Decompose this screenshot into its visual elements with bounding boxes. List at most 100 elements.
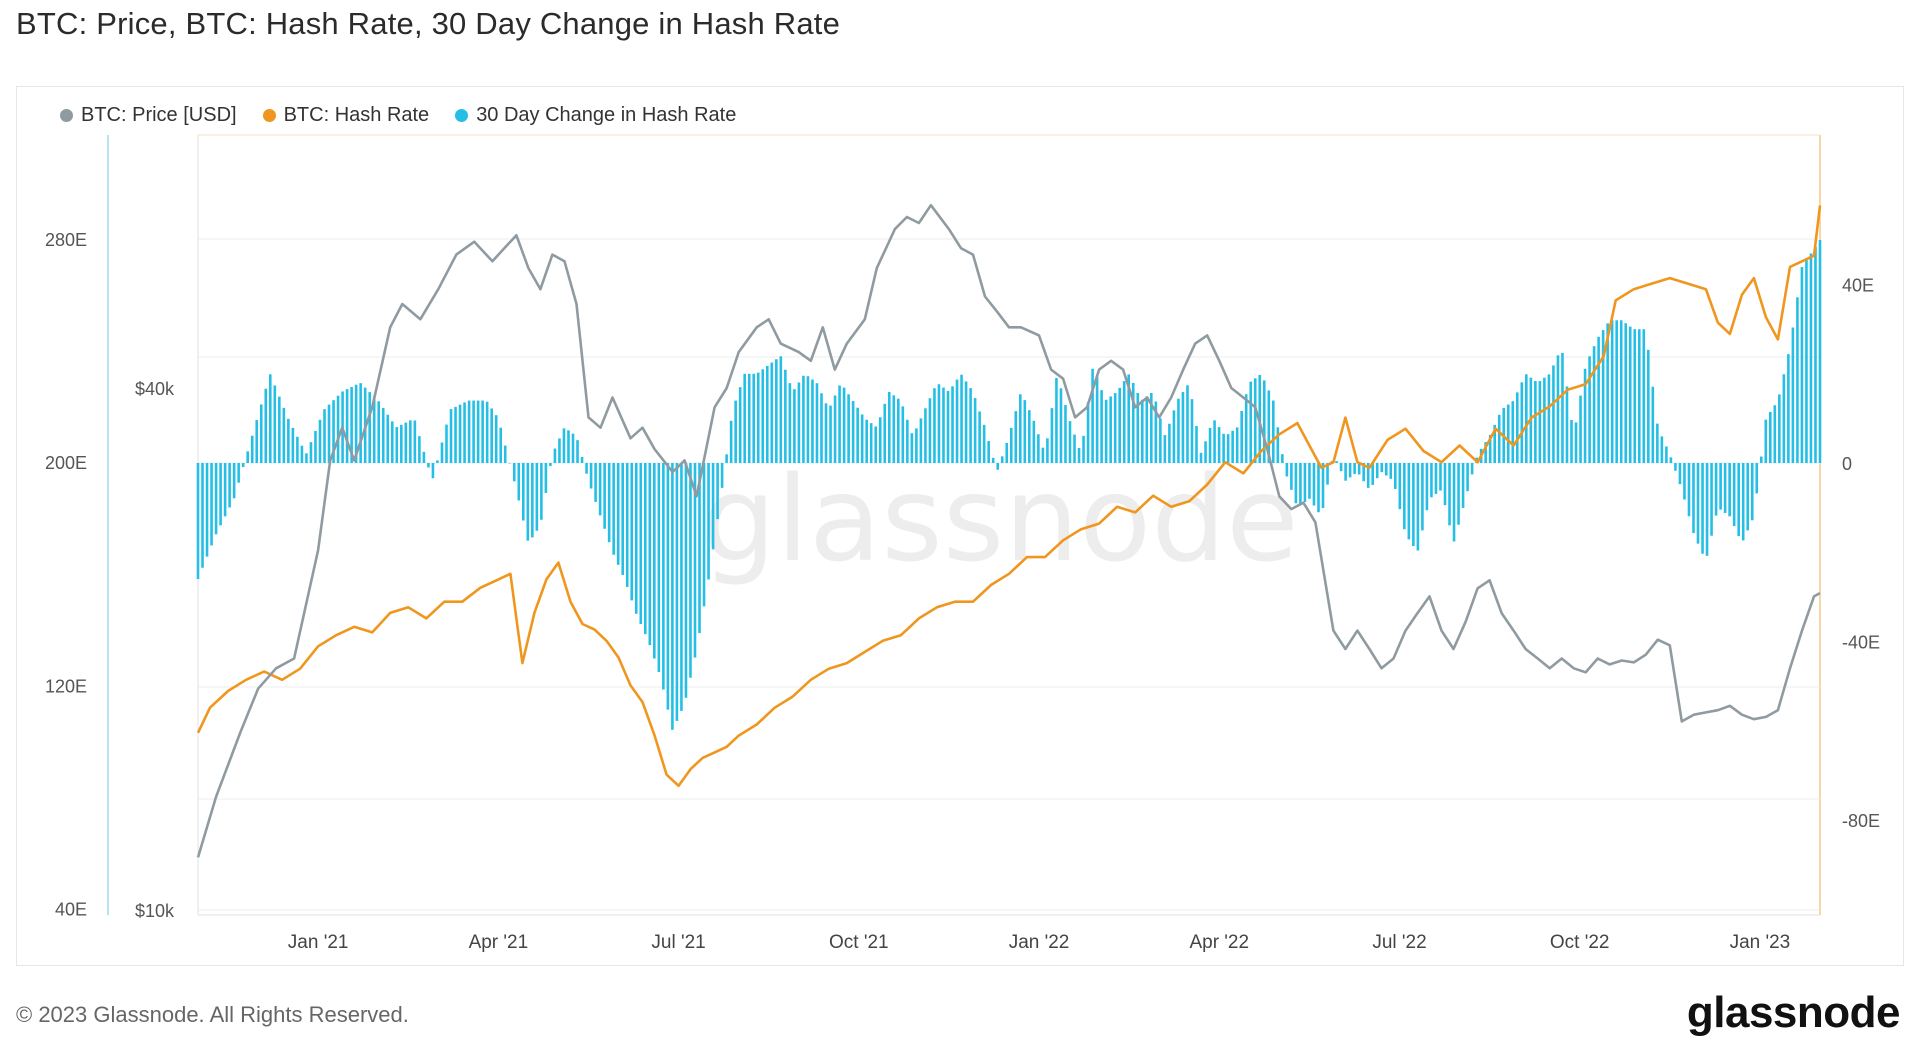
change-bar (621, 463, 624, 575)
change-bar (1728, 463, 1731, 516)
change-bar (888, 392, 891, 463)
change-bar (1466, 463, 1469, 491)
change-bar (531, 463, 534, 537)
change-bar (418, 436, 421, 463)
change-bar (1164, 435, 1167, 463)
change-bar (423, 452, 426, 463)
change-bar (734, 401, 737, 463)
change-bar (1394, 463, 1397, 489)
change-bar (915, 428, 918, 463)
change-bar (1037, 434, 1040, 463)
change-bar (1204, 441, 1207, 463)
change-bar (1191, 399, 1194, 463)
price-tick-label: $10k (135, 901, 175, 921)
change-bar (1146, 396, 1149, 463)
change-bar (1340, 463, 1343, 471)
change-bar (405, 423, 408, 463)
change-bar (658, 463, 661, 672)
change-bar (825, 403, 828, 463)
change-bar (296, 437, 299, 463)
change-bar (1051, 408, 1054, 463)
change-bar (730, 421, 733, 463)
change-bar (1412, 463, 1415, 546)
change-bar (780, 356, 783, 463)
change-bar (1764, 420, 1767, 463)
change-bar (662, 463, 665, 690)
change-bar (1810, 253, 1813, 463)
change-bar (1033, 421, 1036, 463)
change-bar (685, 463, 688, 698)
change-bar (653, 463, 656, 659)
change-bar (590, 463, 593, 489)
change-bar (983, 425, 986, 463)
change-bar (617, 463, 620, 565)
change-bar (264, 389, 267, 463)
change-bar (1222, 434, 1225, 463)
change-bar (287, 419, 290, 463)
change-bar (1335, 461, 1338, 463)
change-bar (1286, 463, 1289, 476)
change-bar (481, 401, 484, 463)
change-bar (436, 460, 439, 463)
change-bar (775, 359, 778, 463)
change-bar (522, 463, 525, 521)
change-bar (477, 401, 480, 463)
change-bar (1534, 381, 1537, 463)
change-bar (1014, 411, 1017, 463)
change-bar (1159, 418, 1162, 463)
change-bar (1670, 457, 1673, 463)
change-bar (1683, 463, 1686, 500)
change-bar (1516, 392, 1519, 463)
change-bar (1200, 453, 1203, 463)
change-bar (757, 373, 760, 463)
change-bar (1322, 463, 1325, 508)
change-bar (1647, 350, 1650, 463)
change-bar (310, 442, 313, 463)
change-bar (513, 463, 516, 481)
change-bar (386, 415, 389, 463)
change-bar (377, 401, 380, 463)
change-bar (639, 463, 642, 624)
change-bar (856, 408, 859, 463)
change-bar (1408, 463, 1411, 539)
change-bar (441, 442, 444, 463)
change-bar (960, 375, 963, 463)
change-bar (1774, 405, 1777, 463)
change-bar (201, 463, 204, 568)
change-bar (1240, 411, 1243, 463)
change-bar (1421, 463, 1424, 530)
change-bar (1557, 355, 1560, 463)
change-bar (346, 389, 349, 463)
change-tick-label: -80E (1842, 811, 1880, 831)
change-bar (400, 425, 403, 463)
change-bar (1814, 247, 1817, 463)
change-bar (630, 463, 633, 600)
change-bar (784, 370, 787, 463)
change-bar (337, 396, 340, 463)
change-bar (432, 463, 435, 478)
change-bar (1507, 405, 1510, 463)
change-bar (716, 463, 719, 519)
change-bar (852, 401, 855, 463)
change-bar (1552, 365, 1555, 463)
change-bar (770, 363, 773, 463)
change-bar (427, 463, 430, 467)
change-bar (680, 463, 683, 711)
hashrate-tick-label: 120E (45, 676, 87, 696)
change-bar (1498, 415, 1501, 463)
change-bar (942, 388, 945, 463)
change-bar (1299, 463, 1302, 505)
change-bar (761, 369, 764, 463)
change-bar (1173, 410, 1176, 463)
change-bar (1100, 390, 1103, 463)
change-bar (1548, 374, 1551, 463)
change-bar (251, 436, 254, 463)
change-bar (1719, 463, 1722, 510)
change-bar (1123, 381, 1126, 463)
change-bar (820, 393, 823, 463)
footer-copyright: © 2023 Glassnode. All Rights Reserved. (16, 1002, 409, 1028)
change-bar (1448, 463, 1451, 525)
change-bar (861, 414, 864, 463)
x-tick-label: Jan '22 (1009, 932, 1070, 953)
change-bar (1715, 463, 1718, 516)
